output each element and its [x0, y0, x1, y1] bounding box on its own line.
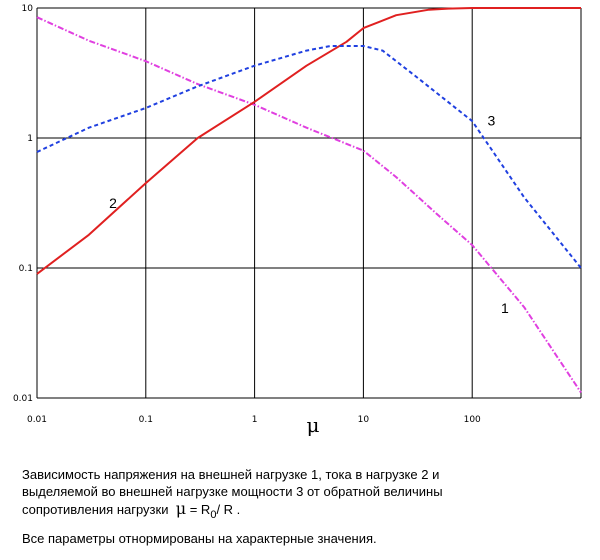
chart-series — [36, 7, 582, 394]
chart-ticks: 0.01 0.1 1 10 100 10 1 0.1 0.01 — [13, 4, 481, 425]
chart-curve-labels: 1 2 3 — [109, 112, 509, 316]
curve-label-2: 2 — [109, 195, 117, 211]
y-tick-label: 10 — [22, 4, 34, 14]
x-tick-label: 0.1 — [139, 415, 153, 425]
y-tick-label: 1 — [27, 134, 33, 144]
caption-line-3-end: / R . — [216, 502, 241, 517]
series-line-3 — [36, 45, 582, 269]
curve-label-1: 1 — [501, 300, 509, 316]
caption-line-3-text: сопротивления нагрузки — [22, 502, 169, 517]
caption-subscript: 0 — [210, 509, 217, 521]
caption-mu-symbol: μ — [175, 499, 187, 518]
caption-line-4: Все параметры отнормированы на характерн… — [22, 531, 377, 546]
x-tick-label: 10 — [358, 415, 370, 425]
caption-line-2: выделяемой во внешней нагрузке мощности … — [22, 484, 443, 499]
series-line-2 — [36, 7, 581, 275]
figure-caption: Зависимость напряжения на внешней нагруз… — [22, 466, 582, 547]
y-tick-label: 0.01 — [13, 394, 33, 404]
x-tick-label: 100 — [464, 415, 481, 425]
caption-eq: = R — [186, 502, 211, 517]
curve-label-3: 3 — [487, 112, 495, 128]
x-tick-label: 0.01 — [27, 415, 47, 425]
caption-line-1: Зависимость напряжения на внешней нагруз… — [22, 467, 440, 482]
y-tick-label: 0.1 — [19, 264, 33, 274]
x-tick-label: 1 — [252, 415, 258, 425]
chart: 0.01 0.1 1 10 100 10 1 0.1 0.01 1 2 3 μ — [0, 0, 600, 440]
chart-axes — [36, 8, 581, 399]
x-axis-label: μ — [307, 413, 320, 437]
chart-background — [0, 0, 600, 440]
caption-line-3: сопротивления нагрузки μ = R0/ R . — [22, 499, 582, 521]
series-line-1 — [36, 16, 582, 394]
